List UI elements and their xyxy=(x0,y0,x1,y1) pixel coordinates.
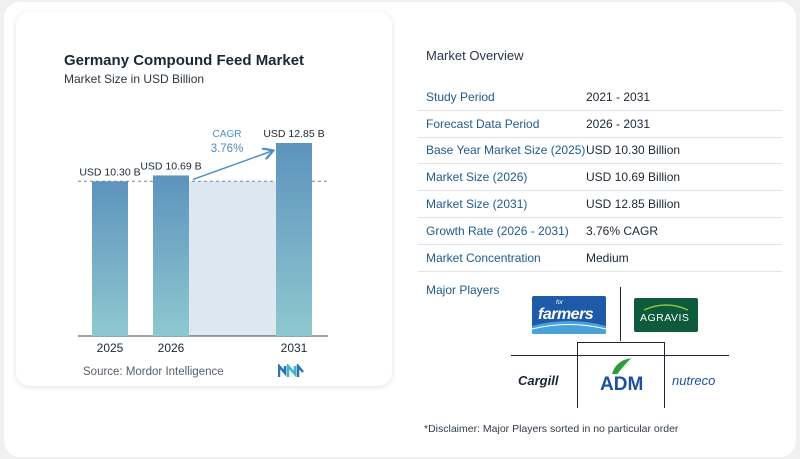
logo-grid-divider xyxy=(664,342,665,408)
overview-row-size-2026: Market Size (2026) USD 10.69 Billion xyxy=(418,164,782,192)
data-label-2026: USD 10.69 B xyxy=(140,160,201,172)
overview-value: 2026 - 2031 xyxy=(586,116,651,131)
adm-logo: ADM xyxy=(594,356,650,400)
adm-logo-text: ADM xyxy=(600,374,644,395)
overview-value: USD 12.85 Billion xyxy=(586,197,681,212)
overview-label: Study Period xyxy=(426,89,495,104)
overview-label: Market Size (2026) xyxy=(426,170,528,185)
agravis-logo-text: AGRAVIS xyxy=(640,312,690,324)
overview-row-study-period: Study Period 2021 - 2031 xyxy=(418,84,782,111)
bar-2026 xyxy=(153,175,189,336)
farmers-logo-small-text: for xyxy=(556,300,564,306)
farmers-logo-text: farmers xyxy=(538,306,594,323)
overview-table: Study Period 2021 - 2031 Forecast Data P… xyxy=(418,84,782,272)
chart-subtitle: Market Size in USD Billion xyxy=(64,72,205,86)
logo-grid-divider xyxy=(577,342,665,343)
overview-row-forecast-period: Forecast Data Period 2026 - 2031 xyxy=(418,111,782,138)
overview-label: Forecast Data Period xyxy=(426,116,540,131)
adm-leaf-icon xyxy=(612,357,633,375)
overview-label: Market Size (2031) xyxy=(426,197,528,212)
agravis-logo: AGRAVIS xyxy=(634,298,698,332)
overview-value: USD 10.69 Billion xyxy=(586,170,681,185)
x-tick-label-2031: 2031 xyxy=(281,341,308,355)
major-players-label: Major Players xyxy=(426,283,500,297)
cargill-logo: Cargill xyxy=(518,372,566,392)
mordor-intelligence-logo-icon xyxy=(278,364,304,378)
farmers-logo: for farmers xyxy=(532,296,606,334)
cagr-value: 3.76% xyxy=(211,143,244,155)
overview-title: Market Overview xyxy=(426,48,524,63)
overview-value: USD 10.30 Billion xyxy=(586,143,681,158)
overview-label: Market Concentration xyxy=(426,250,541,265)
bar-2031 xyxy=(276,143,312,336)
logo-grid-divider xyxy=(511,355,729,356)
overview-row-size-2031: Market Size (2031) USD 12.85 Billion xyxy=(418,191,782,218)
overview-value: 3.76% CAGR xyxy=(586,223,659,238)
market-chart: USD 10.30 B 2025 USD 10.69 B 2026 USD 12.85 … xyxy=(78,128,328,355)
nutreco-logo-text: nutreco xyxy=(672,373,716,388)
cagr-label: CAGR xyxy=(213,129,242,140)
overview-row-concentration: Market Concentration Medium xyxy=(418,245,782,272)
source-note: Source: Mordor Intelligence xyxy=(83,366,224,378)
x-tick-label-2025: 2025 xyxy=(97,341,124,355)
data-label-2025: USD 10.30 B xyxy=(79,166,140,178)
overview-value: Medium xyxy=(586,250,629,265)
data-label-2031: USD 12.85 B xyxy=(263,128,324,140)
agravis-arc-icon xyxy=(643,304,689,311)
logo-grid-divider xyxy=(620,287,621,341)
overview-label: Base Year Market Size (2025) xyxy=(426,143,586,158)
chart-title: Germany Compound Feed Market xyxy=(64,52,305,69)
logo-grid-divider xyxy=(577,342,578,408)
overview-value: 2021 - 2031 xyxy=(586,89,651,104)
x-tick-label-2026: 2026 xyxy=(158,341,185,355)
disclaimer-note: *Disclaimer: Major Players sorted in no … xyxy=(424,423,679,435)
overview-row-base-year: Base Year Market Size (2025) USD 10.30 B… xyxy=(418,138,782,165)
nutreco-logo: nutreco xyxy=(672,372,732,392)
overview-label: Growth Rate (2026 - 2031) xyxy=(426,223,569,238)
overview-row-growth-rate: Growth Rate (2026 - 2031) 3.76% CAGR xyxy=(418,218,782,245)
cagr-arrow xyxy=(192,151,272,181)
cargill-logo-text: Cargill xyxy=(518,373,559,388)
bar-2025 xyxy=(92,181,128,336)
farmers-logo-icon xyxy=(532,321,606,334)
growth-shade-region xyxy=(189,181,276,336)
